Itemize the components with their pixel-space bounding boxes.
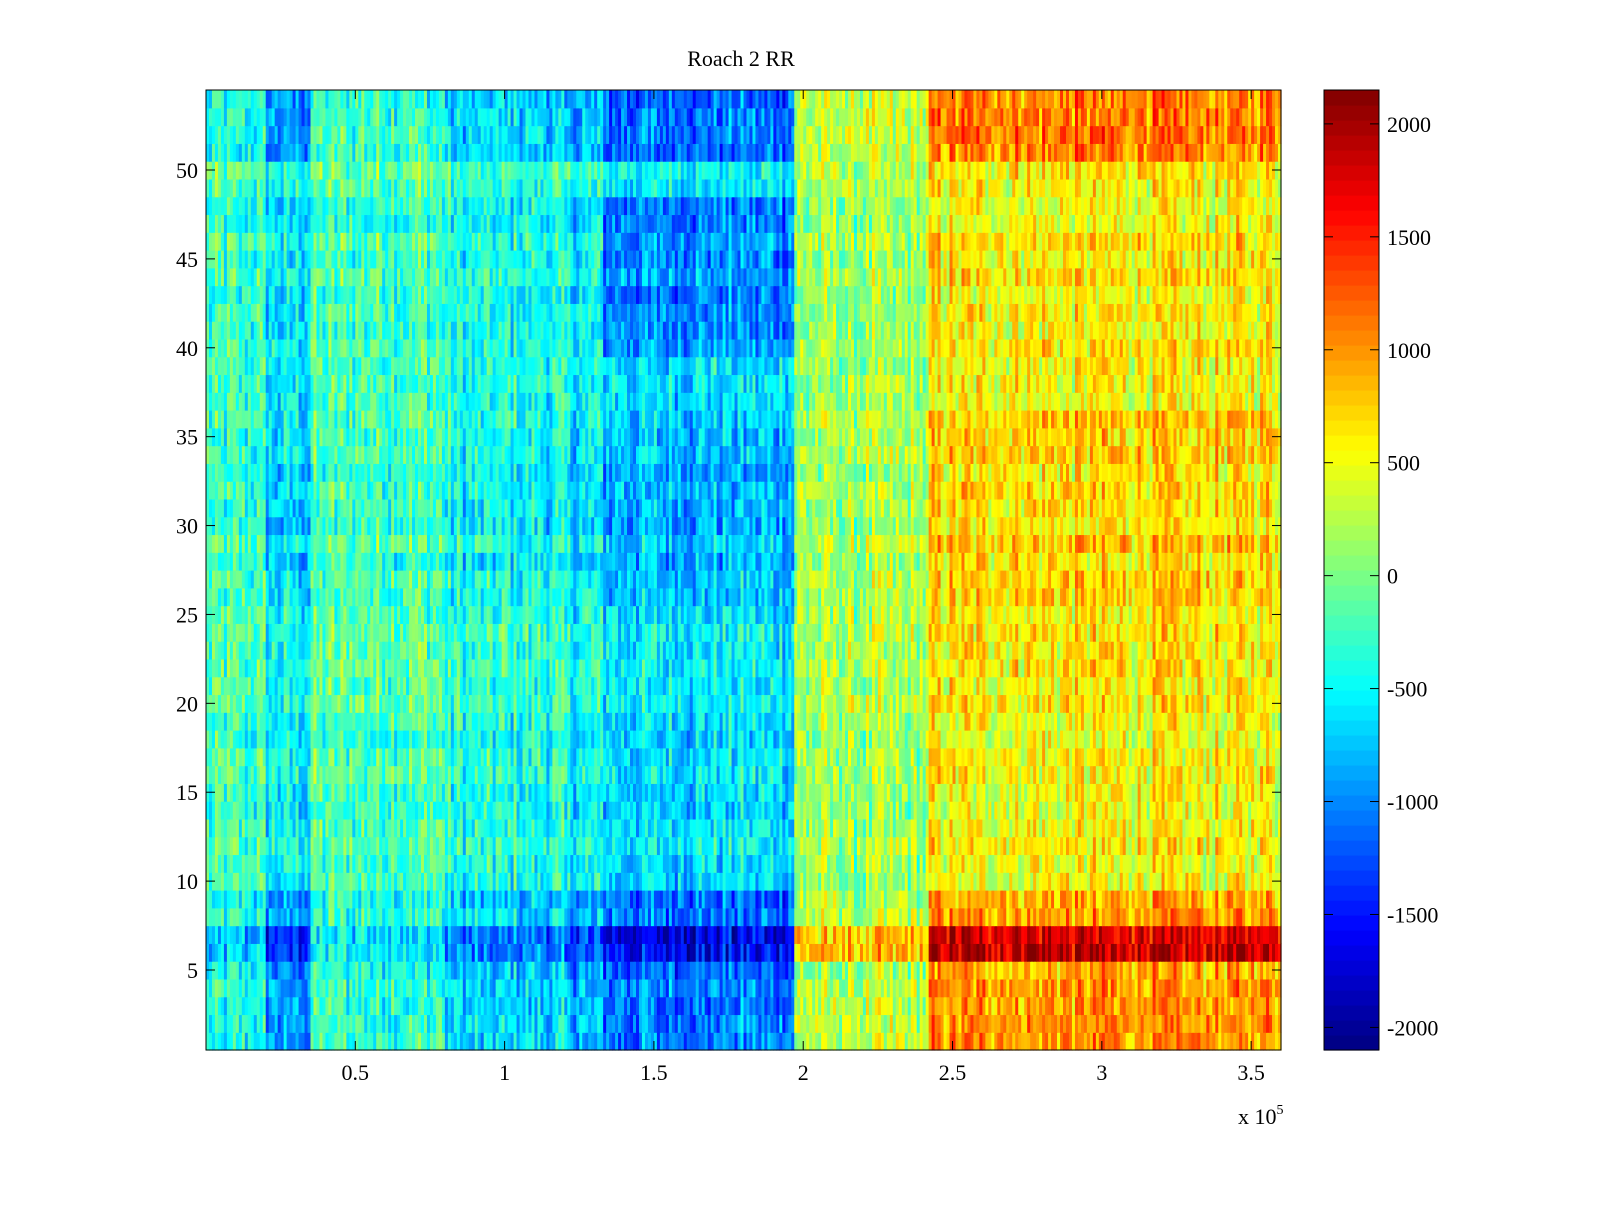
chart-title: Roach 2 RR <box>687 46 795 71</box>
heatmap-cells <box>206 90 1282 1051</box>
